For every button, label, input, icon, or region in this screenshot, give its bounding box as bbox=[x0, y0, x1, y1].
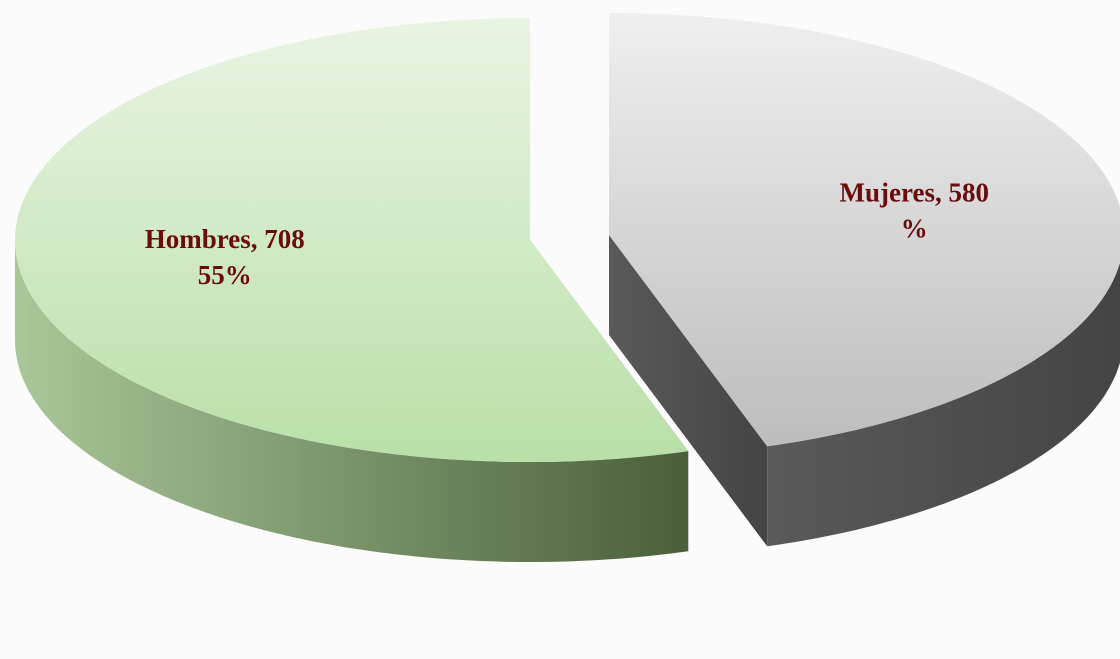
data-label: Mujeres, 580 bbox=[840, 178, 989, 208]
chart: Hombres, 708 55% Mujeres, 580% bbox=[0, 0, 1120, 659]
percent-label: 55% bbox=[198, 260, 252, 290]
percent-label: % bbox=[901, 214, 928, 244]
page: Hombres, 70855%Mujeres, 580% (() => { co… bbox=[0, 0, 1120, 659]
data-label: Hombres, 708 bbox=[145, 224, 305, 254]
